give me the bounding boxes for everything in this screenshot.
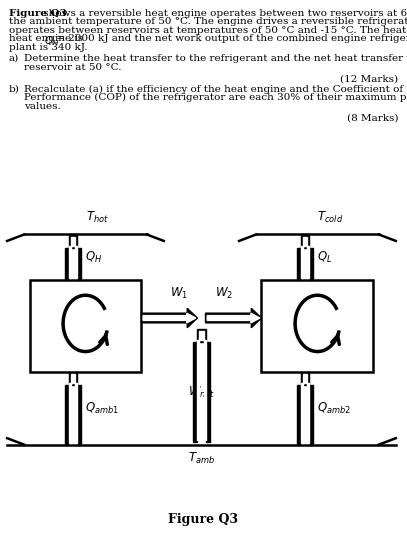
Polygon shape	[301, 374, 309, 443]
Polygon shape	[206, 308, 261, 328]
Text: $T_{cold}$: $T_{cold}$	[317, 210, 343, 225]
Text: (8 Marks): (8 Marks)	[346, 113, 398, 122]
Text: $Q_{amb2}$: $Q_{amb2}$	[317, 400, 351, 416]
Text: shows a reversible heat engine operates between two reservoirs at 650 °C and: shows a reversible heat engine operates …	[40, 9, 407, 18]
Text: a): a)	[9, 54, 19, 63]
Polygon shape	[197, 331, 206, 440]
Polygon shape	[297, 372, 313, 445]
Text: $T_{hot}$: $T_{hot}$	[86, 210, 109, 225]
Bar	[261, 280, 374, 372]
Text: $Q_H$: $Q_H$	[44, 34, 59, 49]
Text: b): b)	[9, 85, 20, 94]
Text: Figure Q3: Figure Q3	[168, 513, 239, 526]
Polygon shape	[143, 313, 196, 323]
Text: operates between reservoirs at temperatures of 50 °C and -15 °C. The heat transf: operates between reservoirs at temperatu…	[9, 26, 407, 35]
Polygon shape	[207, 313, 260, 323]
Polygon shape	[142, 308, 197, 328]
Text: Performance (COP) of the refrigerator are each 30% of their maximum possible: Performance (COP) of the refrigerator ar…	[24, 93, 407, 102]
Text: $W_{net}$: $W_{net}$	[188, 384, 215, 400]
Bar	[29, 280, 142, 372]
Text: $W_1$: $W_1$	[170, 286, 188, 301]
Text: = 2000 kJ and the net work output of the combined engine refrigerator: = 2000 kJ and the net work output of the…	[53, 34, 407, 44]
Polygon shape	[69, 374, 77, 443]
Text: Figure Q3: Figure Q3	[9, 9, 67, 18]
Text: the ambient temperature of 50 °C. The engine drives a reversible refrigerator wh: the ambient temperature of 50 °C. The en…	[9, 17, 407, 26]
Text: values.: values.	[24, 102, 61, 111]
Text: $W_2$: $W_2$	[215, 286, 233, 301]
Polygon shape	[193, 329, 210, 442]
Polygon shape	[69, 237, 77, 278]
Polygon shape	[65, 234, 81, 280]
Text: Recalculate (a) if the efficiency of the heat engine and the Coefficient of: Recalculate (a) if the efficiency of the…	[24, 85, 404, 94]
Text: reservoir at 50 °C.: reservoir at 50 °C.	[24, 63, 122, 72]
Text: $Q_{amb1}$: $Q_{amb1}$	[85, 400, 119, 416]
Text: Determine the heat transfer to the refrigerant and the net heat transfer to the: Determine the heat transfer to the refri…	[24, 54, 407, 63]
Text: $T_{amb}$: $T_{amb}$	[188, 451, 215, 466]
Text: (12 Marks): (12 Marks)	[340, 74, 398, 84]
Polygon shape	[297, 234, 313, 280]
Text: heat engine is: heat engine is	[9, 34, 86, 44]
Text: plant is 340 kJ.: plant is 340 kJ.	[9, 43, 88, 52]
Polygon shape	[65, 372, 81, 445]
Polygon shape	[301, 237, 309, 278]
Text: $Q_L$: $Q_L$	[317, 250, 333, 265]
Text: $Q_H$: $Q_H$	[85, 250, 102, 265]
